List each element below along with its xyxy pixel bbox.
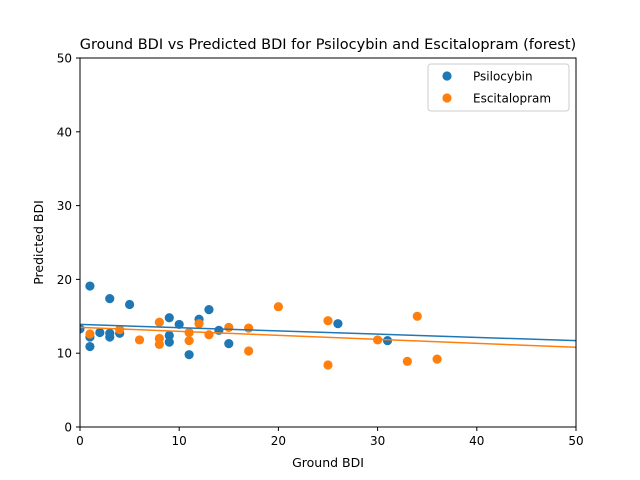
- scatter-point-psilocybin: [333, 319, 343, 329]
- scatter-point-escitalopram: [323, 316, 333, 326]
- y-axis-label: Predicted BDI: [31, 200, 46, 285]
- legend-label-psilocybin: Psilocybin: [473, 70, 533, 84]
- legend: Psilocybin Escitalopram: [427, 63, 570, 112]
- scatter-point-psilocybin: [105, 328, 115, 338]
- scatter-point-escitalopram: [134, 335, 145, 345]
- axis-ticks: 0 10 20 30 40 50 0 10 20 30 40 50: [57, 52, 584, 449]
- trend-line-psilocybin: [80, 323, 576, 342]
- scatter-point-psilocybin: [95, 327, 105, 338]
- scatter-point-psilocybin: [105, 293, 115, 304]
- x-tick-label: 0: [76, 434, 84, 448]
- scatter-point-escitalopram: [224, 322, 234, 332]
- x-tick-label: 10: [172, 434, 187, 448]
- scatter-point-escitalopram: [432, 354, 442, 364]
- plot-frame: [79, 57, 577, 428]
- legend-marker-psilocybin: [442, 71, 452, 81]
- scatter-point-escitalopram: [85, 329, 95, 339]
- legend-label-escitalopram: Escitalopram: [473, 92, 551, 106]
- scatter-point-escitalopram: [323, 360, 333, 370]
- scatter-point-psilocybin: [85, 281, 95, 291]
- x-tick-label: 40: [469, 434, 484, 448]
- scatter-point-escitalopram: [244, 346, 254, 356]
- scatter-point-escitalopram: [402, 356, 412, 366]
- scatter-point-escitalopram: [204, 330, 214, 340]
- y-tick-label: 30: [57, 199, 72, 213]
- x-tick-label: 20: [271, 434, 286, 448]
- scatter-point-psilocybin: [382, 336, 393, 346]
- scatter-point-psilocybin: [174, 319, 184, 330]
- scatter-point-escitalopram: [184, 336, 194, 346]
- trend-line-escitalopram: [80, 326, 576, 349]
- scatter-point-psilocybin: [204, 305, 214, 315]
- y-tick-label: 20: [57, 273, 72, 287]
- scatter-point-psilocybin: [224, 339, 234, 349]
- scatter-point-psilocybin: [184, 350, 194, 360]
- y-tick-label: 50: [57, 52, 72, 66]
- scatter-point-escitalopram: [154, 317, 164, 327]
- y-tick-label: 10: [57, 347, 72, 361]
- scatter-point-psilocybin: [164, 337, 174, 347]
- scatter-point-psilocybin: [125, 299, 135, 310]
- y-tick-label: 0: [64, 421, 72, 435]
- x-tick-label: 50: [568, 434, 583, 448]
- scatter-point-psilocybin: [80, 324, 85, 334]
- scatter-point-escitalopram: [184, 327, 194, 338]
- plot-area: [80, 281, 576, 370]
- scatter-point-escitalopram: [412, 311, 422, 321]
- scatter-point-psilocybin: [164, 313, 174, 323]
- x-tick-label: 30: [370, 434, 385, 448]
- legend-marker-escitalopram: [442, 93, 452, 103]
- x-axis-label: Ground BDI: [292, 455, 364, 470]
- y-tick-label: 40: [57, 125, 72, 139]
- scatter-point-escitalopram: [244, 323, 254, 333]
- scatter-point-escitalopram: [154, 339, 164, 349]
- scatter-point-psilocybin: [85, 341, 95, 352]
- scatter-point-escitalopram: [273, 302, 283, 312]
- scatter-point-escitalopram: [194, 319, 204, 329]
- scatter-point-psilocybin: [164, 330, 174, 341]
- legend-box: [427, 63, 570, 112]
- chart-title: Ground BDI vs Predicted BDI for Psilocyb…: [80, 37, 576, 53]
